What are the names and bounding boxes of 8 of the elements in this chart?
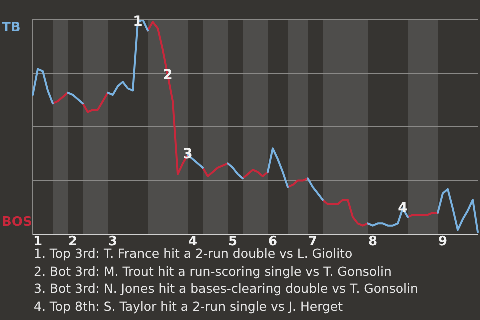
- x-tick-label: 9: [438, 234, 448, 250]
- text: TB: [2, 20, 21, 36]
- text: 3. Bot 3rd: N. Jones hit a bases-clearing double vs T. Gonsolin: [34, 280, 418, 298]
- annotation: 4: [398, 200, 408, 216]
- x-tick-label: 8: [368, 234, 378, 250]
- text: 4. Top 8th: S. Taylor hit a 2-run single vs J. Herget: [34, 298, 344, 315]
- text: BOS: [2, 214, 32, 230]
- text: 2. Bot 3rd: M. Trout hit a run-scoring single vs T. Gonsolin: [34, 262, 393, 280]
